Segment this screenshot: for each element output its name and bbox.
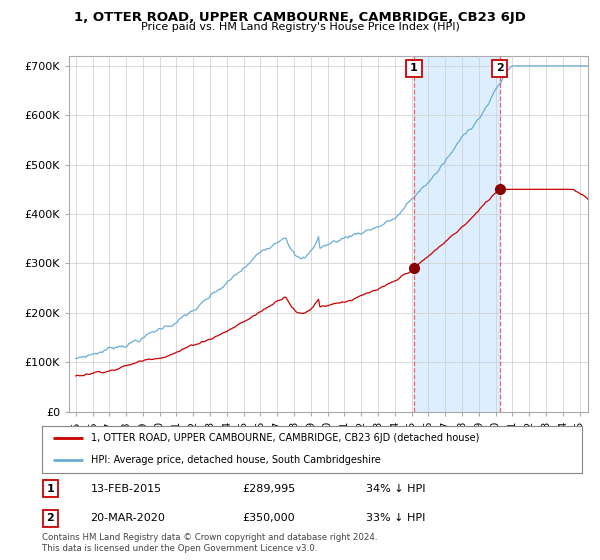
Text: 13-FEB-2015: 13-FEB-2015 <box>91 484 162 494</box>
Bar <box>414 56 500 412</box>
Text: 1, OTTER ROAD, UPPER CAMBOURNE, CAMBRIDGE, CB23 6JD: 1, OTTER ROAD, UPPER CAMBOURNE, CAMBRIDG… <box>74 11 526 24</box>
Text: Contains HM Land Registry data © Crown copyright and database right 2024.
This d: Contains HM Land Registry data © Crown c… <box>42 533 377 553</box>
Text: 1: 1 <box>410 63 418 73</box>
Text: Price paid vs. HM Land Registry's House Price Index (HPI): Price paid vs. HM Land Registry's House … <box>140 22 460 32</box>
Text: 33% ↓ HPI: 33% ↓ HPI <box>366 514 425 524</box>
Text: 2: 2 <box>46 514 54 524</box>
Text: 2: 2 <box>496 63 503 73</box>
Text: 1: 1 <box>46 484 54 494</box>
Text: £289,995: £289,995 <box>242 484 295 494</box>
Text: 20-MAR-2020: 20-MAR-2020 <box>91 514 166 524</box>
Text: 34% ↓ HPI: 34% ↓ HPI <box>366 484 425 494</box>
Text: HPI: Average price, detached house, South Cambridgeshire: HPI: Average price, detached house, Sout… <box>91 455 380 465</box>
Text: 1, OTTER ROAD, UPPER CAMBOURNE, CAMBRIDGE, CB23 6JD (detached house): 1, OTTER ROAD, UPPER CAMBOURNE, CAMBRIDG… <box>91 433 479 444</box>
Text: £350,000: £350,000 <box>242 514 295 524</box>
